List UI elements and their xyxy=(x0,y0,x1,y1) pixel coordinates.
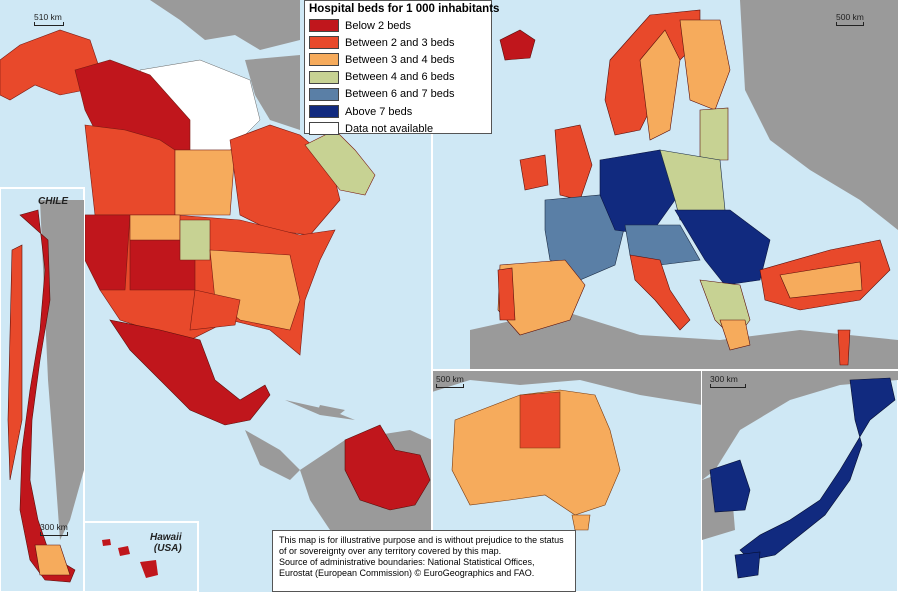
chile-inset xyxy=(0,187,85,592)
scale-north-america-label: 510 km xyxy=(34,12,62,22)
scale-chile: 300 km xyxy=(40,522,68,536)
legend-swatch xyxy=(309,105,339,119)
hawaii-label-line1: Hawaii xyxy=(150,532,182,543)
source-text: Source of administrative boundaries: Nat… xyxy=(279,557,535,578)
legend-swatch xyxy=(309,70,339,84)
scale-north-america: 510 km xyxy=(34,12,64,26)
scale-chile-label: 300 km xyxy=(40,522,68,532)
disclaimer-text: This map is for illustrative purpose and… xyxy=(279,535,564,556)
scale-japan-korea: 300 km xyxy=(710,374,746,388)
legend-item-label: Between 2 and 3 beds xyxy=(345,36,455,49)
legend-item-label: Between 4 and 6 beds xyxy=(345,71,455,84)
hawaii-label: Hawaii (USA) xyxy=(150,532,182,554)
legend-items: Below 2 beds Between 2 and 3 beds Between … xyxy=(309,17,487,137)
legend-swatch xyxy=(309,87,339,101)
legend-item: Above 7 beds xyxy=(309,103,487,120)
legend-item: Between 2 and 3 beds xyxy=(309,34,487,51)
legend-item-label: Between 6 and 7 beds xyxy=(345,88,455,101)
legend-item: Between 3 and 4 beds xyxy=(309,51,487,68)
scale-australia-label: 500 km xyxy=(436,374,464,384)
legend-item: Data not available xyxy=(309,120,487,137)
scale-europe-label: 500 km xyxy=(836,12,864,22)
legend-item: Between 4 and 6 beds xyxy=(309,69,487,86)
legend-item-label: Below 2 beds xyxy=(345,19,412,32)
scale-australia: 500 km xyxy=(436,374,464,388)
legend-swatch xyxy=(309,36,339,50)
legend-title: Hospital beds for 1 000 inhabitants xyxy=(309,3,500,15)
scale-europe: 500 km xyxy=(836,12,864,26)
hawaii-label-line2: (USA) xyxy=(153,543,182,554)
legend-swatch xyxy=(309,53,339,67)
legend-item-label: Above 7 beds xyxy=(345,105,413,118)
disclaimer-box: This map is for illustrative purpose and… xyxy=(272,530,576,592)
legend-swatch xyxy=(309,122,339,136)
legend-item-label: Between 3 and 4 beds xyxy=(345,53,455,66)
legend-swatch xyxy=(309,19,339,33)
north-america-region xyxy=(0,0,432,530)
hawaii-inset xyxy=(83,521,199,592)
japan-korea-region xyxy=(701,369,898,592)
chile-label: CHILE xyxy=(38,196,68,207)
legend-item: Between 6 and 7 beds xyxy=(309,86,487,103)
europe-region xyxy=(432,0,898,370)
map-legend: Hospital beds for 1 000 inhabitants Belo… xyxy=(304,0,500,137)
scale-japan-korea-label: 300 km xyxy=(710,374,738,384)
legend-item-label: Data not available xyxy=(345,122,434,135)
legend-item: Below 2 beds xyxy=(309,17,487,34)
